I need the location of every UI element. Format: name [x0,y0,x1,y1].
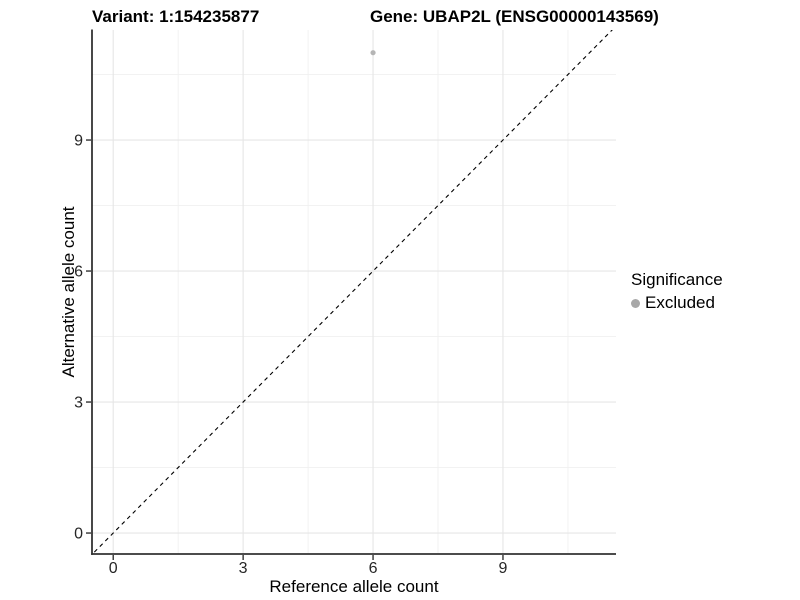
y-tick-label: 6 [74,264,83,281]
x-axis-label: Reference allele count [269,577,439,596]
x-tick-label: 9 [499,560,508,577]
plot-title-gene: Gene: UBAP2L (ENSG00000143569) [370,7,659,26]
y-axis-label: Alternative allele count [59,206,78,378]
panel-group: 0 3 6 9 0 3 6 9 [74,29,616,577]
legend-title: Significance [631,270,723,289]
x-tick-label: 3 [239,560,248,577]
data-point-excluded [370,50,376,56]
y-tick-label: 3 [74,395,83,412]
x-tick-label: 0 [109,560,118,577]
legend-item-excluded: Excluded [631,293,723,313]
legend-key-dot-icon [631,298,640,308]
legend-item-label: Excluded [645,293,715,312]
plot-title-variant: Variant: 1:154235877 [92,7,260,26]
y-tick-label: 9 [74,133,83,150]
legend: Significance Excluded [631,270,723,313]
identity-dashed-line [92,30,613,554]
x-tick-label: 6 [369,560,378,577]
y-tick-label: 0 [74,526,83,543]
